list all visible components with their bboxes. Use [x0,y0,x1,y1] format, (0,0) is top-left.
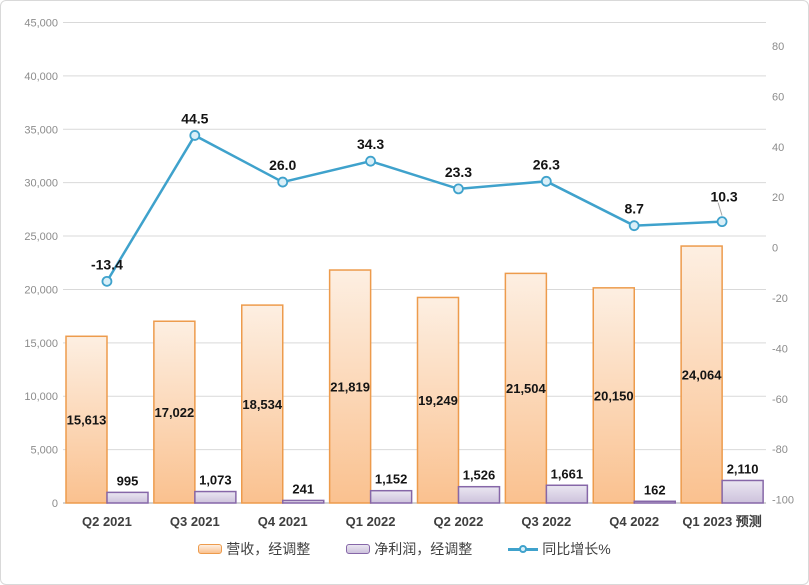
profit-bar [721,479,764,504]
category-label: Q1 2023 预测 [682,514,762,529]
profit-value-label: 1,152 [375,472,408,487]
label-leader-line [717,202,723,216]
left-axis-tick-label: 35,000 [24,124,58,136]
right-axis-tick-label: -80 [772,444,788,456]
revenue-value-label: 21,819 [330,380,370,395]
left-axis-tick-label: 25,000 [24,231,58,243]
revenue-value-label: 17,022 [154,405,194,420]
revenue-bar [504,272,548,504]
growth-marker [365,155,376,167]
profit-bar [633,500,676,504]
left-axis-tick-label: 20,000 [24,284,58,296]
profit-value-label: 1,526 [463,468,496,483]
growth-marker [716,216,728,228]
revenue-bar [416,296,460,504]
legend-label-revenue: 营收，经调整 [226,541,311,557]
right-axis-tick-label: 20 [772,192,784,204]
right-axis-tick-label: 40 [772,142,784,154]
profit-value-label: 2,110 [727,461,759,476]
profit-bar [106,491,149,504]
right-axis-tick-label: 60 [772,91,784,103]
left-axis-tick-label: 15,000 [24,338,58,350]
revenue-bar [592,287,635,504]
profit-value-label: 1,661 [551,466,584,481]
profit-swatch-icon [346,544,371,554]
profit-value-label: 995 [117,473,139,488]
growth-line-swatch-icon [508,544,539,554]
revenue-value-label: 19,249 [418,393,458,408]
right-axis-tick-label: 0 [772,243,778,255]
growth-marker [628,220,640,232]
growth-marker-icon [519,545,528,553]
chart-legend: 营收，经调整 净利润，经调整 同比增长% [1,536,808,562]
left-axis-tick-label: 45,000 [24,18,58,30]
growth-marker [101,275,113,287]
growth-value-label: 8.7 [624,201,644,217]
growth-line [105,133,723,283]
profit-bar [457,485,501,504]
left-axis-tick-label: 0 [52,498,58,510]
revenue-swatch-icon [198,544,223,554]
revenue-bar [680,245,723,504]
revenue-bar [153,320,196,504]
growth-value-label: -13.4 [91,256,123,272]
legend-item-growth: 同比增长% [508,539,611,559]
right-axis-tick-label: 80 [772,41,784,53]
left-axis-tick-label: 10,000 [24,391,58,403]
left-axis-tick-label: 5,000 [30,445,58,457]
growth-marker [277,176,289,188]
left-axis-tick-label: 40,000 [24,71,58,83]
revenue-bar [328,269,372,504]
right-axis-tick-label: -100 [772,495,794,507]
growth-value-label: 10.3 [710,189,737,205]
revenue-bar [241,304,284,504]
category-label: Q1 2022 [346,514,396,529]
category-label: Q4 2021 [258,514,308,529]
category-label: Q2 2021 [82,514,132,529]
right-axis-tick-label: -60 [772,394,788,406]
growth-value-label: 26.0 [269,157,296,173]
growth-value-label: 23.3 [445,164,472,180]
growth-marker [540,175,552,187]
growth-marker [189,130,201,141]
category-label: Q3 2021 [170,514,220,529]
category-label: Q2 2022 [434,514,484,529]
legend-label-growth: 同比增长% [542,541,611,557]
profit-bar [545,484,589,504]
legend-item-revenue: 营收，经调整 [198,539,310,559]
growth-marker [453,183,464,195]
profit-value-label: 162 [644,482,666,497]
growth-value-label: 44.5 [181,110,208,126]
category-label: Q4 2022 [609,514,659,529]
revenue-value-label: 24,064 [682,368,723,383]
growth-value-label: 26.3 [533,156,560,172]
right-axis-tick-label: -40 [772,343,788,355]
profit-value-label: 241 [292,481,314,496]
revenue-value-label: 20,150 [594,388,634,403]
revenue-value-label: 15,613 [67,413,107,428]
profit-bar [282,499,325,504]
revenue-value-label: 18,534 [242,397,283,412]
profit-bar [194,490,237,504]
revenue-bar [65,335,108,504]
right-axis-tick-label: -20 [772,293,788,305]
legend-item-profit: 净利润，经调整 [346,539,472,559]
profit-bar [369,489,413,504]
category-label: Q3 2022 [521,514,571,529]
left-axis-tick-label: 30,000 [24,178,58,190]
legend-label-profit: 净利润，经调整 [374,541,473,557]
profit-value-label: 1,073 [199,473,232,488]
growth-value-label: 34.3 [357,136,384,152]
revenue-value-label: 21,504 [506,381,547,396]
